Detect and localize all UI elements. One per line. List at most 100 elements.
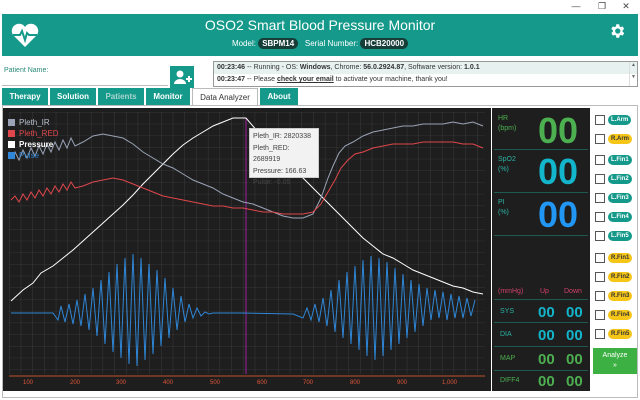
app-header: OSO2 Smart Blood Pressure Monitor Model:…: [2, 14, 638, 56]
tab-about[interactable]: About: [260, 88, 298, 106]
diff4-down-value: 00: [566, 373, 583, 390]
pi-unit: (%): [498, 209, 509, 216]
spo2-value: 00: [537, 151, 578, 192]
checkbox[interactable]: [595, 134, 605, 144]
dia-row: DIA 00 00: [494, 323, 588, 347]
site-badge: R.Fin5: [608, 329, 633, 339]
x-tick: 900: [397, 380, 408, 386]
log-scrollbar[interactable]: ▲ ▼: [629, 62, 637, 86]
model-label: Model:: [231, 39, 256, 48]
app-title: OSO2 Smart Blood Pressure Monitor: [204, 17, 436, 33]
diff4-label: DIFF4: [500, 377, 520, 384]
dia-label: DIA: [500, 331, 512, 338]
legend-pulse[interactable]: Pulse: [8, 150, 59, 161]
site-r-fin3[interactable]: R.Fin3: [594, 288, 636, 306]
waveform-plot: [9, 112, 485, 377]
hr-label: HR: [498, 115, 509, 122]
x-tick: 500: [210, 380, 221, 386]
tooltip-pulse: Pulse: -0.05: [253, 179, 291, 186]
checkbox[interactable]: [595, 310, 605, 320]
analyze-button[interactable]: Analyze »: [593, 348, 637, 374]
sys-row: SYS 00 00: [494, 299, 588, 323]
site-badge: L.Fin4: [608, 212, 632, 222]
patient-name-field[interactable]: Patient Name:: [2, 64, 168, 86]
checkbox[interactable]: [595, 272, 605, 282]
checkbox[interactable]: [595, 155, 605, 165]
x-axis: 100 200 300 400 500 600 700 800 900 1,00…: [3, 380, 491, 390]
patient-name-label: Patient Name:: [4, 67, 49, 74]
status-log: 00:23:46 -- Running - OS: Windows, Chrom…: [213, 61, 638, 87]
site-l-fin3[interactable]: L.Fin3: [594, 190, 636, 208]
tab-monitor[interactable]: Monitor: [146, 88, 190, 106]
site-r-fin5[interactable]: R.Fin5: [594, 326, 636, 344]
checkbox[interactable]: [595, 212, 605, 222]
spo2-label: SpO2: [498, 156, 516, 163]
vitals-panel: HR (bpm) 00 SpO2 (%) 00 PI (%) 00 (mmHg) Up…: [492, 108, 590, 391]
checkbox[interactable]: [595, 115, 605, 125]
site-badge: R.Fin4: [608, 310, 633, 320]
pi-value: 00: [537, 194, 578, 235]
map-down-value: 00: [566, 351, 583, 368]
site-r-fin1[interactable]: R.Fin1: [594, 250, 636, 268]
legend-pleth-ir[interactable]: Pleth_IR: [8, 117, 59, 128]
sys-label: SYS: [500, 308, 515, 315]
checkbox[interactable]: [595, 193, 605, 203]
heart-pulse-icon: [11, 23, 39, 47]
tab-data-analyzer[interactable]: Data Analyzer: [192, 88, 258, 106]
log-line: 00:23:47 -- Please check your email to a…: [214, 74, 637, 86]
x-tick: 100: [23, 380, 34, 386]
log-software-version: 1.0.1: [464, 64, 480, 71]
x-tick: 400: [163, 380, 174, 386]
site-l-fin2[interactable]: L.Fin2: [594, 171, 636, 189]
checkbox[interactable]: [595, 253, 605, 263]
pi-label: PI: [498, 199, 505, 206]
site-badge: L.Fin2: [608, 174, 632, 184]
waveform-chart[interactable]: 100 200 300 400 500 600 700 800 900 1,00…: [3, 108, 491, 391]
site-r-fin4[interactable]: R.Fin4: [594, 307, 636, 325]
dia-up-value: 00: [538, 327, 555, 344]
site-l-fin4[interactable]: L.Fin4: [594, 209, 636, 227]
checkbox[interactable]: [595, 231, 605, 241]
minimize-button[interactable]: —: [571, 1, 581, 11]
log-text: -- Running - OS:: [245, 64, 300, 71]
tooltip-pleth-red: Pleth_RED: 2689919: [253, 144, 290, 164]
site-l-fin5[interactable]: L.Fin5: [594, 228, 636, 246]
tab-solution[interactable]: Solution: [50, 88, 96, 106]
chart-legend: Pleth_IR Pleth_RED Pressure Pulse: [8, 117, 59, 161]
legend-pleth-red[interactable]: Pleth_RED: [8, 128, 59, 139]
sys-up-value: 00: [538, 304, 555, 321]
site-l-fin1[interactable]: L.Fin1: [594, 152, 636, 170]
legend-pressure[interactable]: Pressure: [8, 139, 59, 150]
site-badge: L.Fin1: [608, 155, 632, 165]
tab-therapy[interactable]: Therapy: [2, 88, 48, 106]
map-label: MAP: [500, 355, 516, 362]
tab-patients[interactable]: Patients: [98, 88, 144, 106]
spo2-readout: SpO2 (%) 00: [494, 151, 588, 193]
site-r-fin2[interactable]: R.Fin2: [594, 269, 636, 287]
log-time: 00:23:47: [217, 76, 246, 83]
site-l-arm[interactable]: L.Arm: [594, 112, 636, 130]
hr-value: 00: [537, 110, 578, 151]
site-badge: R.Fin3: [608, 291, 633, 301]
gear-icon[interactable]: [608, 22, 626, 40]
add-patient-button[interactable]: [170, 66, 194, 88]
checkbox[interactable]: [595, 329, 605, 339]
x-tick: 800: [350, 380, 361, 386]
restore-button[interactable]: ❐: [597, 1, 607, 11]
checkbox[interactable]: [595, 291, 605, 301]
site-r-arm[interactable]: R.Arm: [594, 131, 636, 149]
site-badge: R.Fin1: [608, 253, 633, 263]
dia-down-value: 00: [566, 327, 583, 344]
log-text: , Software version:: [404, 64, 465, 71]
map-up-value: 00: [538, 351, 555, 368]
site-badge: L.Arm: [608, 115, 632, 125]
window-titlebar: — ❐ ✕: [0, 0, 640, 14]
x-tick: 1,000: [442, 380, 458, 386]
pi-readout: PI (%) 00: [494, 194, 588, 236]
sys-down-value: 00: [566, 304, 583, 321]
hr-readout: HR (bpm) 00: [494, 110, 588, 151]
chevron-right-icon: »: [613, 362, 617, 369]
close-button[interactable]: ✕: [622, 1, 630, 11]
checkbox[interactable]: [595, 174, 605, 184]
check-email-link[interactable]: check your email: [276, 76, 334, 83]
